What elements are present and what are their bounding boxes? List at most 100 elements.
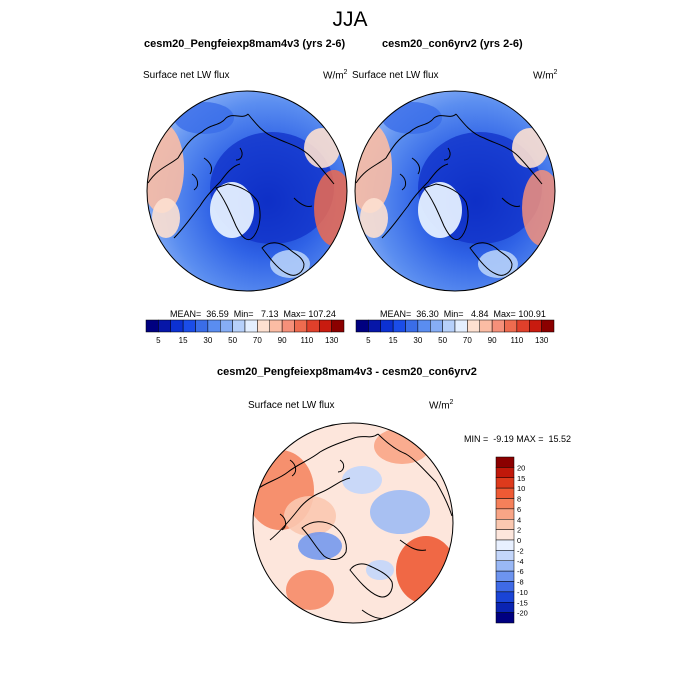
diff-colorbar-tick-label: -8 <box>517 578 524 587</box>
panel-1-colorbar-swatch <box>281 319 295 333</box>
diff-colorbar-tick-label: -15 <box>517 598 528 607</box>
panel-2-units: W/m2 <box>533 69 558 82</box>
panel-2-colorbar-tick-label: 70 <box>463 336 472 345</box>
panel-2-coastlines <box>355 113 543 276</box>
diff-panel-title: cesm20_Pengfeiexp8mam4v3 - cesm20_con6yr… <box>217 366 477 378</box>
panel-2-colorbar-swatch <box>430 319 443 333</box>
diff-colorbar-tick-label: 2 <box>517 526 521 535</box>
diff-colorbar-tick-label: 0 <box>517 536 521 545</box>
diff-colorbar-tick-label: -2 <box>517 546 524 555</box>
panel-2-colorbar-swatch <box>405 319 419 333</box>
panel-1-colorbar-tick-label: 50 <box>228 336 237 345</box>
diff-cool-patch-arctic <box>342 466 382 494</box>
panel-2-title: cesm20_con6yrv2 (yrs 2-6) <box>382 38 523 50</box>
panel-2-colorbar-swatch <box>417 319 431 333</box>
panel-1-polar-map <box>146 90 348 292</box>
diff-warm-patch-southeast <box>396 536 453 604</box>
panel-2-colorbar-swatch <box>368 319 381 333</box>
diff-colorbar-swatch <box>495 560 515 572</box>
diff-polar-map <box>252 422 454 624</box>
diff-colorbar-swatch <box>495 456 515 468</box>
panel-1-colorbar-swatch <box>158 319 171 333</box>
diff-colorbar-tick-label: -4 <box>517 557 524 566</box>
panel-2-variable: Surface net LW flux <box>352 70 439 81</box>
diff-colorbar-swatch <box>495 612 515 624</box>
diff-colorbar-tick-label: 20 <box>517 463 525 472</box>
panel-2-warm-patch-southwest <box>360 198 388 238</box>
diff-warm-patch-north <box>374 428 430 464</box>
panel-1-greenland-patch <box>210 182 254 238</box>
diff-map-boundary <box>252 422 454 624</box>
panel-2-colorbar-swatch <box>541 319 555 333</box>
diff-colorbar-swatch <box>495 591 515 603</box>
panel-2-colorbar-tick-label: 15 <box>389 336 398 345</box>
diff-colorbar-swatch <box>495 539 515 551</box>
panel-2-pacific-patch <box>382 102 442 134</box>
panel-1-title: cesm20_Pengfeiexp8mam4v3 (yrs 2-6) <box>144 38 346 50</box>
panel-2-colorbar-swatch <box>516 319 530 333</box>
panel-1-colorbar-swatch <box>257 319 270 333</box>
panel-1-coastlines <box>147 113 335 276</box>
diff-warm-patch-atlantic <box>286 570 334 610</box>
panel-2-colorbar-tick-label: 110 <box>510 336 523 345</box>
panel-2-colorbar-tick-label: 5 <box>366 336 371 345</box>
panel-1-colorbar-tick-label: 90 <box>278 336 287 345</box>
panel-1-colorbar-tick-label: 70 <box>253 336 262 345</box>
diff-colorbar-swatch <box>495 487 515 499</box>
panel-1-pacific-patch <box>174 102 234 134</box>
diff-coastlines <box>255 433 453 619</box>
panel-1-colorbar-swatch <box>331 319 345 333</box>
panel-1-colorbar-tick-label: 30 <box>203 336 212 345</box>
diff-colorbar-swatch <box>495 550 515 561</box>
panel-1-units: W/m2 <box>323 69 348 82</box>
panel-2-colorbar-swatch <box>380 319 394 333</box>
panel-1-colorbar-swatch <box>170 319 184 333</box>
diff-colorbar-tick-label: 6 <box>517 505 521 514</box>
panel-2-polar-map <box>354 90 556 292</box>
panel-2-stats: MEAN= 36.30 Min= 4.84 Max= 100.91 <box>380 309 546 319</box>
panel-1-warm-patch-northeast <box>304 128 340 168</box>
panel-1-colorbar-swatch <box>319 319 332 333</box>
diff-cool-patch-central <box>370 490 430 534</box>
diff-colorbar-swatch <box>495 570 515 582</box>
panel-2-warm-patch-northeast <box>512 128 548 168</box>
panel-1-stats: MEAN= 36.59 Min= 7.13 Max= 107.24 <box>170 309 336 319</box>
panel-1-variable: Surface net LW flux <box>143 70 230 81</box>
diff-panel-variable: Surface net LW flux <box>248 400 335 411</box>
panel-1-colorbar: 5 15 30 50 70 90 110 130 <box>145 319 345 345</box>
panel-2-colorbar-swatch <box>491 319 505 333</box>
panel-2-colorbar-swatch <box>529 319 542 333</box>
panel-1-colorbar-swatch <box>232 319 246 333</box>
diff-colorbar-swatch <box>495 508 515 520</box>
figure-title: JJA <box>332 8 368 31</box>
diff-colorbar-tick-label: -6 <box>517 567 524 576</box>
panel-1-colorbar-swatch <box>269 319 283 333</box>
panel-2-colorbar: 5 15 30 50 70 90 110 130 <box>355 319 555 345</box>
panel-1-colorbar-tick-label: 15 <box>179 336 188 345</box>
diff-colorbar-tick-label: 8 <box>517 495 521 504</box>
diff-colorbar-tick-label: 10 <box>517 484 525 493</box>
diff-colorbar-swatch <box>495 467 515 478</box>
panel-1-colorbar-swatch <box>207 319 221 333</box>
panel-1-colorbar-tick-label: 5 <box>156 336 161 345</box>
panel-2-colorbar-swatch <box>454 319 468 333</box>
panel-1-colorbar-swatch <box>244 319 258 333</box>
panel-2-greenland-patch <box>418 182 462 238</box>
diff-colorbar-tick-label: 15 <box>517 474 525 483</box>
panel-2-colorbar-swatch <box>442 319 456 333</box>
panel-1-colorbar-swatch <box>306 319 320 333</box>
panel-1-colorbar-tick-label: 130 <box>325 336 339 345</box>
panel-1-colorbar-swatch <box>195 319 209 333</box>
diff-colorbar-swatch <box>495 529 515 541</box>
diff-colorbar-tick-label: -20 <box>517 609 528 618</box>
diff-colorbar-swatch <box>495 498 515 510</box>
panel-2-colorbar-swatch <box>479 319 493 333</box>
diff-colorbar-tick-label: 4 <box>517 515 521 524</box>
panel-2-map-boundary <box>354 90 556 292</box>
panel-2-colorbar-swatch <box>504 319 518 333</box>
panel-1-colorbar-swatch <box>294 319 308 333</box>
diff-colorbar-tick-label: -10 <box>517 588 528 597</box>
diff-panel-units: W/m2 <box>429 399 454 412</box>
diff-colorbar-swatch <box>495 602 515 613</box>
